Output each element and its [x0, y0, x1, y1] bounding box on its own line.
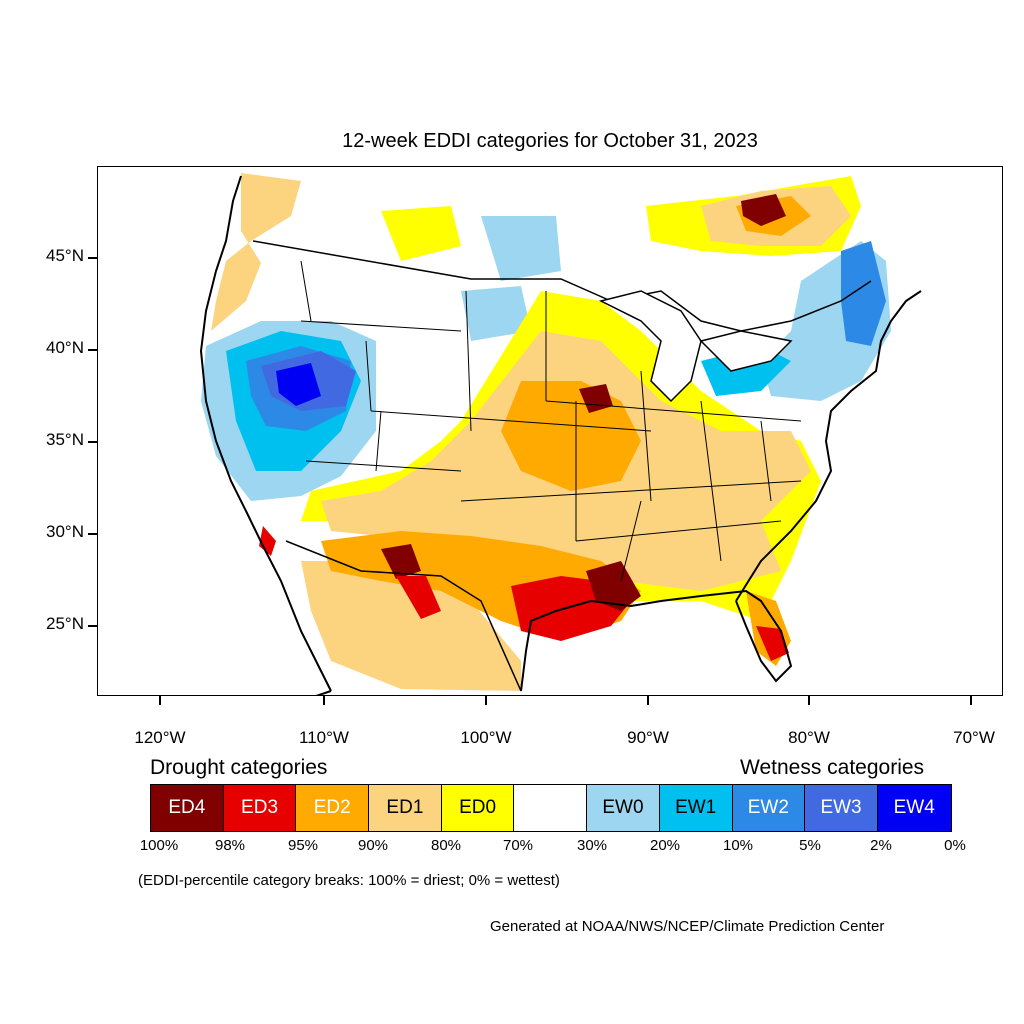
region-ed4-new-mexico — [381, 544, 421, 579]
legend-label-ed3: ED3 — [241, 797, 279, 818]
lat-tick-25 — [88, 625, 97, 627]
legend-swatch-ed0: ED0 — [441, 785, 515, 831]
drought-categories-heading: Drought categories — [150, 756, 328, 779]
legend-label-ew2: EW2 — [747, 797, 789, 818]
lat-label-45: 45°N — [46, 246, 84, 265]
legend-swatch-ed4: ED4 — [151, 785, 224, 831]
break-label: 30% — [576, 837, 608, 854]
break-label: 90% — [357, 837, 389, 854]
wetness-categories-heading: Wetness categories — [740, 756, 925, 779]
break-label: 10% — [722, 837, 754, 854]
legend-swatch-ew4: EW4 — [877, 785, 951, 831]
lon-label-80: 80°W — [788, 728, 830, 747]
region-ed3-florida — [756, 626, 789, 661]
region-ed3-new-mexico — [396, 576, 441, 619]
eddi-map — [97, 166, 1003, 696]
legend-label-ed0: ED0 — [459, 797, 497, 818]
coastline-gulf — [315, 589, 793, 695]
legend-swatch-ew1: EW1 — [659, 785, 733, 831]
lon-tick-80 — [808, 696, 810, 705]
region-ed4-ontario — [741, 194, 786, 226]
lat-tick-30 — [88, 533, 97, 535]
lon-label-120: 120°W — [134, 728, 186, 747]
legend-label-ew4: EW4 — [893, 797, 935, 818]
legend-swatch-ed1: ED1 — [369, 785, 442, 831]
legend-swatch-ed3: ED3 — [223, 785, 297, 831]
credit-line: Generated at NOAA/NWS/NCEP/Climate Predi… — [490, 918, 885, 935]
lat-label-25: 25°N — [46, 614, 84, 633]
lon-label-100: 100°W — [460, 728, 512, 747]
break-label: 100% — [139, 837, 179, 854]
legend-colorbar: ED4 ED3 ED2 ED1 ED0 EW0 EW1 EW2 EW3 EW4 — [150, 784, 952, 832]
region-ew0-north-plains — [461, 286, 531, 341]
legend-label-ed4: ED4 — [168, 797, 206, 818]
region-ed1-southwest — [301, 561, 521, 691]
region-ed1-pacific-nw — [211, 173, 301, 331]
coastline-west — [199, 175, 332, 692]
break-label: 2% — [870, 837, 892, 854]
lon-label-90: 90°W — [627, 728, 669, 747]
lon-tick-100 — [485, 696, 487, 705]
lon-tick-110 — [323, 696, 325, 705]
break-label: 70% — [502, 837, 534, 854]
coastline-east — [735, 290, 922, 602]
region-ed0-canada-west — [381, 206, 461, 261]
border-canada — [252, 240, 872, 332]
legend-label-ew0: EW0 — [602, 797, 644, 818]
great-lakes-outline — [598, 290, 793, 403]
region-ew2-northeast — [841, 241, 886, 346]
lat-tick-35 — [88, 441, 97, 443]
region-ed4-louisiana — [586, 561, 641, 611]
legend-label-ed2: ED2 — [313, 797, 351, 818]
region-ed2-central — [501, 381, 641, 491]
legend-label-ew3: EW3 — [820, 797, 862, 818]
legend-label-ed1: ED1 — [386, 797, 424, 818]
legend-label-ew1: EW1 — [675, 797, 717, 818]
lat-tick-40 — [88, 349, 97, 351]
break-label: 0% — [944, 837, 966, 854]
break-label: 20% — [649, 837, 681, 854]
lon-label-110: 110°W — [299, 728, 349, 747]
region-ew0-upper-midwest — [481, 216, 561, 281]
border-mexico — [285, 540, 522, 692]
lat-label-30: 30°N — [46, 522, 84, 541]
lat-label-40: 40°N — [46, 338, 84, 357]
lon-tick-120 — [159, 696, 161, 705]
break-label: 80% — [430, 837, 462, 854]
break-label: 5% — [799, 837, 821, 854]
break-label: 95% — [287, 837, 319, 854]
break-label: 98% — [214, 837, 246, 854]
legend-swatch-normal — [514, 785, 588, 831]
legend-swatch-ed2: ED2 — [296, 785, 370, 831]
conus-map-svg — [199, 173, 922, 695]
lon-label-70: 70°W — [953, 728, 995, 747]
lon-tick-90 — [647, 696, 649, 705]
legend-swatch-ew2: EW2 — [732, 785, 806, 831]
lon-tick-70 — [970, 696, 972, 705]
lat-label-35: 35°N — [46, 430, 84, 449]
region-ew4-great-basin — [276, 363, 321, 406]
state-lines — [300, 260, 802, 582]
legend-swatch-ew3: EW3 — [805, 785, 878, 831]
map-title: 12-week EDDI categories for October 31, … — [342, 130, 758, 152]
category-breaks-note: (EDDI-percentile category breaks: 100% =… — [138, 872, 560, 889]
legend-swatch-ew0: EW0 — [587, 785, 660, 831]
lat-tick-45 — [88, 257, 97, 259]
